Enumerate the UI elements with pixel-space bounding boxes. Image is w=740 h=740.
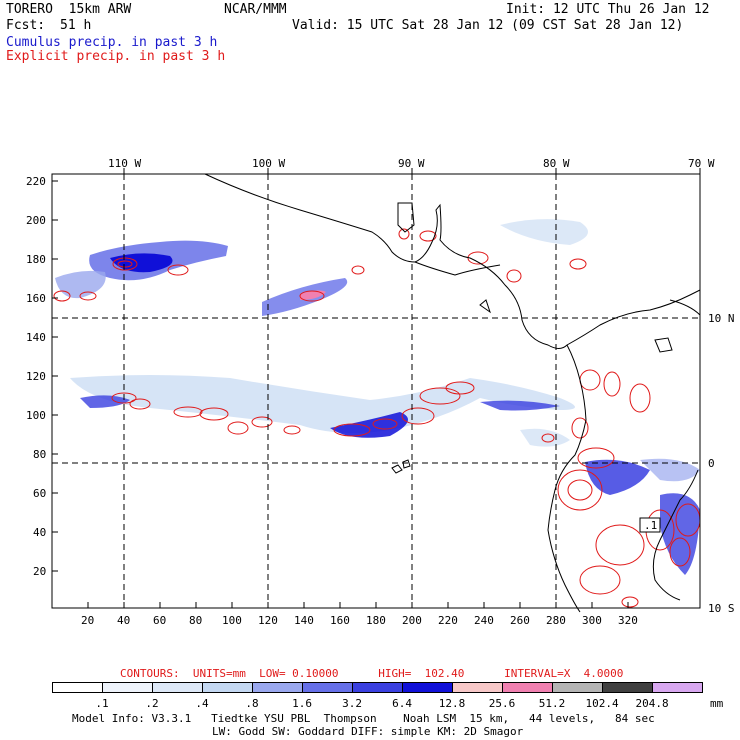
legend-label: .2	[145, 697, 159, 710]
valid-time: Valid: 15 UTC Sat 28 Jan 12 (09 CST Sat …	[292, 18, 684, 33]
x-tick-label: 20	[81, 614, 95, 627]
legend-label: .1	[95, 697, 109, 710]
annotation-label: .1	[644, 519, 658, 532]
legend-swatch	[452, 682, 503, 693]
lat-label-10s: 10 S	[708, 602, 735, 615]
lon-label-110w: 110 W	[108, 157, 142, 170]
legend-swatch	[52, 682, 103, 693]
y-tick-label: 180	[26, 253, 46, 266]
lat-label-10n: 10 N	[708, 312, 735, 325]
cumulus-precip-areas	[55, 219, 700, 575]
x-tick-label: 60	[153, 614, 167, 627]
y-tick-label: 160	[26, 292, 46, 305]
legend-units: mm	[710, 697, 724, 710]
lon-label-80w: 80 W	[543, 157, 570, 170]
y-tick-label: 140	[26, 331, 46, 344]
legend-label: 1.6	[292, 697, 312, 710]
legend-label: 102.4	[585, 697, 619, 710]
annotation-box	[639, 517, 661, 533]
y-tick-label: 20	[33, 565, 47, 578]
x-tick-label: 320	[618, 614, 638, 627]
model-info: Model Info: V3.3.1 Tiedtke YSU PBL Thomp…	[72, 712, 655, 725]
x-tick-label: 200	[402, 614, 422, 627]
forecast-label: Fcst:	[6, 18, 46, 33]
y-tick-label: 80	[33, 448, 47, 461]
x-tick-label: 300	[582, 614, 602, 627]
lon-label-90w: 90 W	[398, 157, 425, 170]
model-title: TORERO 15km ARW	[6, 2, 132, 17]
legend-swatch	[302, 682, 353, 693]
legend-label: .8	[245, 697, 259, 710]
legend-swatch	[202, 682, 253, 693]
legend-swatch	[102, 682, 153, 693]
x-ticks-marks	[87, 602, 629, 608]
legend-swatch	[402, 682, 453, 693]
legend-label: 6.4	[392, 697, 412, 710]
x-tick-label: 120	[258, 614, 278, 627]
legend-label: 3.2	[342, 697, 362, 710]
legend-label: 25.6	[488, 697, 516, 710]
legend-swatch	[602, 682, 653, 693]
contours-info: CONTOURS: UNITS=mm LOW= 0.10000 HIGH= 10…	[120, 667, 624, 680]
legend-swatch	[502, 682, 553, 693]
x-tick-label: 220	[438, 614, 458, 627]
forecast-hours: 51 h	[60, 18, 92, 33]
model-info-physics: LW: Godd SW: Goddard DIFF: simple KM: 2D…	[212, 725, 524, 738]
legend-swatch	[652, 682, 703, 693]
legend-label: 12.8	[438, 697, 466, 710]
x-tick-label: 260	[510, 614, 530, 627]
legend-swatch	[252, 682, 303, 693]
y-tick-label: 220	[26, 175, 46, 188]
x-tick-label: 160	[330, 614, 350, 627]
lon-label-100w: 100 W	[252, 157, 286, 170]
x-tick-label: 180	[366, 614, 386, 627]
cumulus-precip-label: Cumulus precip. in past 3 h	[6, 35, 218, 50]
legend-swatch	[352, 682, 403, 693]
x-tick-label: 240	[474, 614, 494, 627]
init-time: Init: 12 UTC Thu 26 Jan 12	[506, 2, 710, 17]
legend-swatch	[552, 682, 603, 693]
legend-label: 51.2	[538, 697, 566, 710]
y-tick-label: 200	[26, 214, 46, 227]
legend-swatch	[152, 682, 203, 693]
y-tick-label: 120	[26, 370, 46, 383]
y-ticks-marks	[52, 180, 58, 572]
x-tick-label: 40	[117, 614, 131, 627]
x-tick-label: 140	[294, 614, 314, 627]
x-tick-label: 100	[222, 614, 242, 627]
x-tick-label: 80	[189, 614, 203, 627]
legend-label: 204.8	[635, 697, 669, 710]
lon-label-70w: 70 W	[688, 157, 715, 170]
y-tick-label: 100	[26, 409, 46, 422]
legend-label: .4	[195, 697, 209, 710]
y-tick-label: 40	[33, 526, 47, 539]
explicit-precip-contours	[53, 228, 701, 608]
coastlines	[204, 173, 701, 613]
lat-lon-grid	[52, 174, 700, 608]
explicit-precip-label: Explicit precip. in past 3 h	[6, 49, 226, 64]
x-tick-label: 280	[546, 614, 566, 627]
y-tick-label: 60	[33, 487, 47, 500]
lat-label-0: 0	[708, 457, 715, 470]
org-label: NCAR/MMM	[224, 2, 287, 17]
lon-ticks	[123, 168, 701, 174]
